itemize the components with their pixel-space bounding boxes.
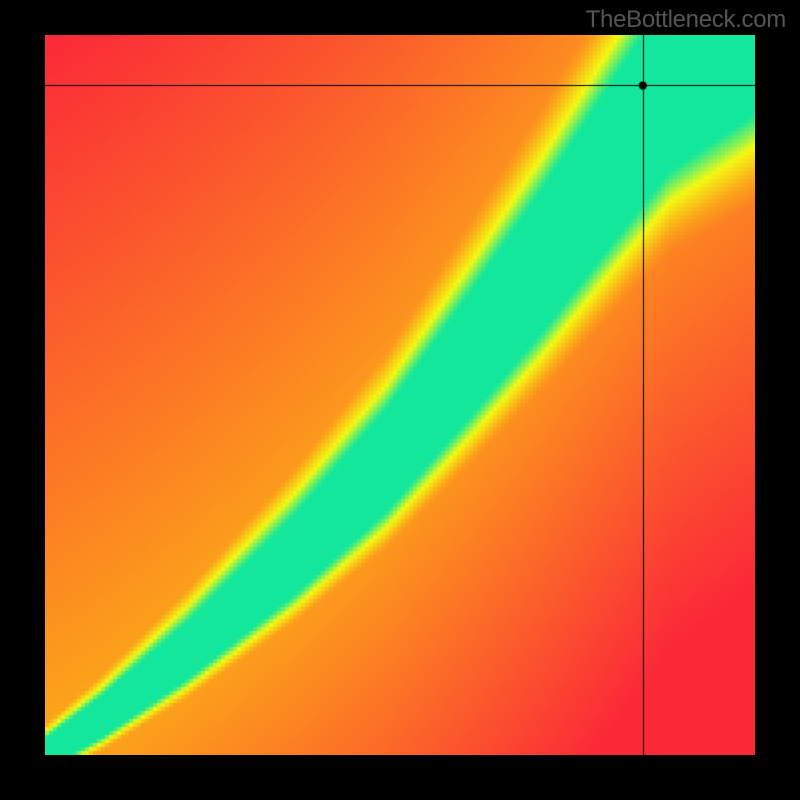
- chart-container: TheBottleneck.com: [0, 0, 800, 800]
- watermark-text: TheBottleneck.com: [586, 6, 786, 34]
- heatmap-canvas: [45, 35, 755, 755]
- heatmap-plot: [45, 35, 755, 755]
